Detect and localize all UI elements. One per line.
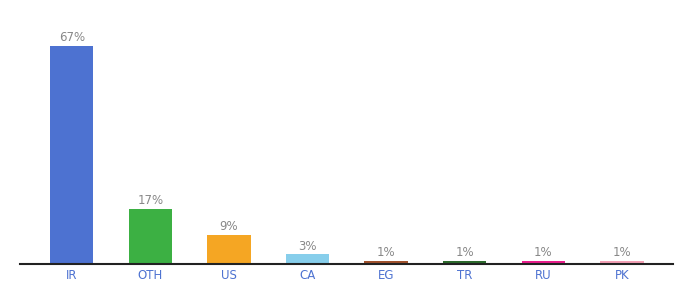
Bar [600,261,643,264]
Text: 9%: 9% [220,220,238,233]
Bar [129,209,172,264]
Bar [364,261,408,264]
Text: 67%: 67% [58,32,85,44]
Bar [443,261,486,264]
Text: 1%: 1% [456,246,474,259]
Text: 1%: 1% [534,246,553,259]
Bar [522,261,565,264]
Bar [286,254,329,264]
Text: 3%: 3% [299,240,317,253]
Text: 17%: 17% [137,194,163,207]
Bar [50,46,93,264]
Text: 1%: 1% [613,246,631,259]
Bar [207,235,250,264]
Text: 1%: 1% [377,246,395,259]
